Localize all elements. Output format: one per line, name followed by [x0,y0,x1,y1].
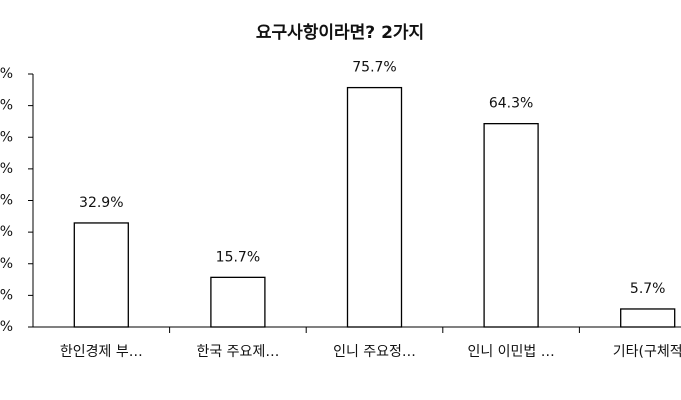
x-tick-label: 기타(구체적 [613,344,681,360]
y-tick-label: 40% [0,193,13,209]
x-tick-label: 인니 이민법 … [467,344,554,360]
value-label: 15.7% [216,249,260,265]
value-label: 32.9% [79,195,123,211]
y-tick-label: 70% [0,98,13,114]
value-label: 75.7% [352,60,396,76]
y-tick-label: 50% [0,161,13,177]
y-tick-label: 20% [0,256,13,272]
x-tick-label: 한인경제 부… [60,344,143,360]
x-tick-label: 한국 주요제… [196,344,279,360]
bar [346,86,403,328]
bar [620,308,676,328]
y-tick-label: 30% [0,224,13,240]
y-tick-label: 0% [0,319,13,335]
chart-title: 요구사항이라면? 2가지 [256,22,424,43]
y-tick-label: 60% [0,129,13,145]
bar [73,222,129,328]
x-tick-label: 인니 주요정… [333,344,416,360]
bar [210,276,266,328]
value-label: 5.7% [630,281,666,297]
value-label: 64.3% [489,96,533,112]
y-tick-label: 10% [0,287,13,303]
y-tick-label: 80% [0,66,13,82]
bar [483,123,539,328]
